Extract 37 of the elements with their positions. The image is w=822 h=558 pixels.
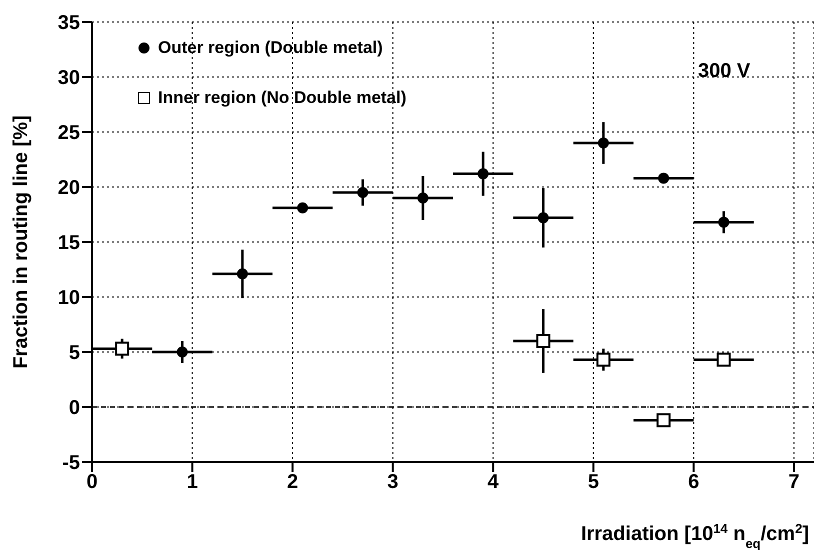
point: [658, 172, 670, 184]
x-tick-label: 1: [186, 471, 198, 494]
point: [417, 192, 428, 204]
point: [536, 334, 550, 348]
y-tick-label: 10: [58, 287, 80, 310]
legend-label: Outer region (Double metal): [158, 38, 383, 58]
point: [718, 216, 730, 228]
y-tick-label: 5: [68, 342, 80, 364]
point: [357, 187, 368, 198]
annotation: 300 V: [698, 60, 750, 83]
x-tick-label: 3: [387, 471, 398, 494]
point: [538, 212, 549, 224]
x-tick-label: 4: [488, 471, 500, 494]
y-tick-label: -5: [62, 452, 80, 474]
x-tick-label: 6: [688, 471, 700, 494]
y-tick-label: 35: [58, 12, 80, 34]
y-tick-label: 25: [58, 122, 80, 144]
x-tick-label: 2: [286, 471, 298, 494]
x-tick-label: 5: [588, 471, 599, 494]
x-tick-label: 0: [86, 471, 98, 494]
point: [656, 413, 671, 428]
y-tick-label: 15: [58, 232, 80, 254]
y-tick-label: 20: [58, 177, 80, 200]
point: [115, 342, 130, 356]
point: [478, 168, 489, 180]
point: [176, 346, 188, 358]
y-axis-title: Fraction in routing line [%]: [10, 115, 32, 369]
x-tick-label: 7: [788, 471, 800, 494]
point: [297, 202, 308, 214]
point: [598, 138, 609, 148]
point: [716, 352, 731, 367]
y-tick-label: 0: [68, 397, 80, 420]
point: [596, 352, 610, 367]
x-axis-title: Irradiation [10$^{14}$ n$_{eq}$/cm$^{2}$]: [580, 520, 809, 550]
legend-label: Inner region (No Double metal): [158, 88, 406, 108]
y-tick-label: 30: [58, 67, 80, 90]
point: [236, 268, 248, 280]
